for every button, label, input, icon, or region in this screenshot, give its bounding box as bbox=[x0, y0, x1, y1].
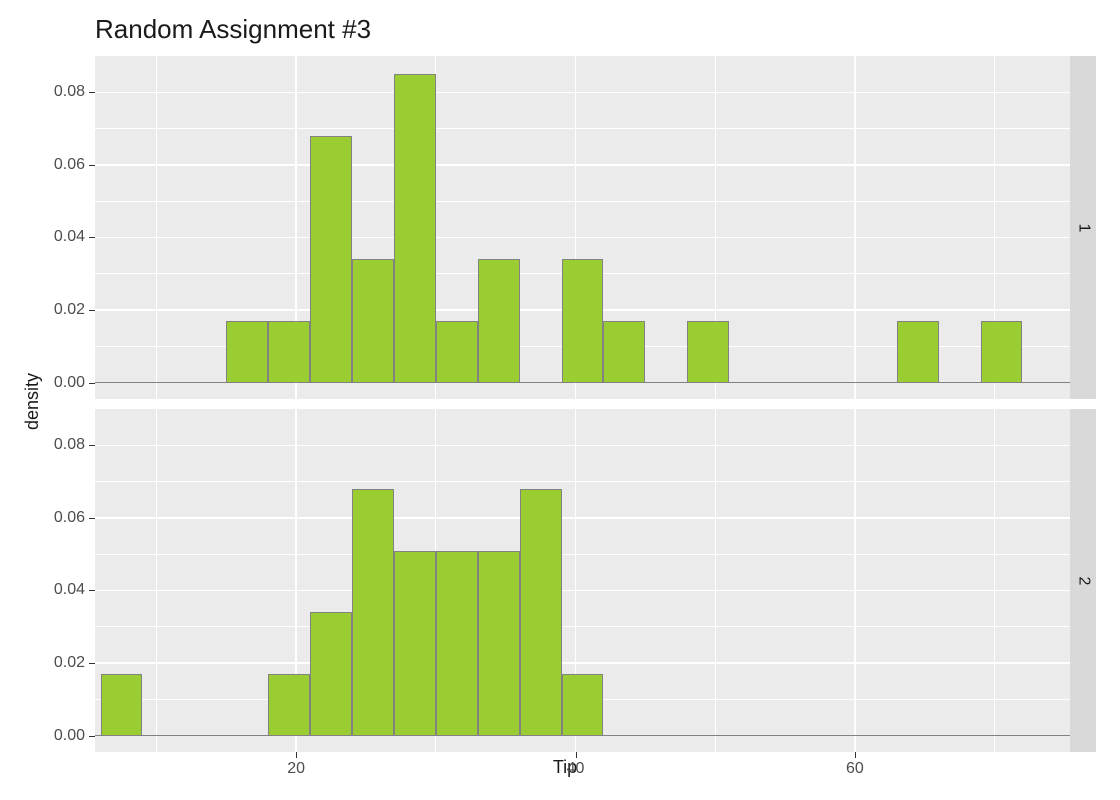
facet-strip-2: 2 bbox=[1070, 409, 1096, 752]
y-tick-label: 0.08 bbox=[54, 83, 85, 101]
histogram-bar bbox=[310, 612, 352, 735]
facet-panel-2: 0.000.020.040.060.08204060 bbox=[95, 409, 1070, 752]
histogram-bar bbox=[478, 259, 520, 382]
facet-panel-1: 0.000.020.040.060.08 bbox=[95, 56, 1070, 399]
y-tick-label: 0.06 bbox=[54, 156, 85, 174]
y-tick-label: 0.08 bbox=[54, 436, 85, 454]
facet-strip-1: 1 bbox=[1070, 56, 1096, 399]
histogram-bar bbox=[394, 74, 436, 383]
y-tick-label: 0.02 bbox=[54, 654, 85, 672]
histogram-bar bbox=[562, 674, 604, 736]
histogram-bar bbox=[101, 674, 143, 736]
y-tick-label: 0.00 bbox=[54, 374, 85, 392]
histogram-bar bbox=[310, 136, 352, 383]
y-tick-label: 0.04 bbox=[54, 581, 85, 599]
histogram-bar bbox=[394, 551, 436, 736]
x-tick-label: 40 bbox=[567, 760, 585, 778]
histogram-bar bbox=[478, 551, 520, 736]
histogram-bar bbox=[897, 321, 939, 383]
histogram-bar bbox=[603, 321, 645, 383]
x-tick-label: 60 bbox=[846, 760, 864, 778]
histogram-bar bbox=[562, 259, 604, 382]
facet-label: 1 bbox=[1074, 223, 1092, 232]
x-tick-label: 20 bbox=[287, 760, 305, 778]
y-tick-label: 0.06 bbox=[54, 509, 85, 527]
histogram-bar bbox=[352, 259, 394, 382]
y-tick-label: 0.04 bbox=[54, 228, 85, 246]
chart-title: Random Assignment #3 bbox=[95, 14, 371, 45]
histogram-bar bbox=[436, 321, 478, 383]
histogram-bar bbox=[352, 489, 394, 736]
y-axis-label: density bbox=[22, 373, 43, 430]
histogram-bar bbox=[268, 321, 310, 383]
histogram-bar bbox=[687, 321, 729, 383]
figure: Random Assignment #3 density Tip 0.000.0… bbox=[0, 0, 1120, 800]
histogram-bar bbox=[226, 321, 268, 383]
histogram-bar bbox=[981, 321, 1023, 383]
histogram-bar bbox=[520, 489, 562, 736]
histogram-bar bbox=[268, 674, 310, 736]
y-tick-label: 0.02 bbox=[54, 301, 85, 319]
y-tick-label: 0.00 bbox=[54, 727, 85, 745]
histogram-bar bbox=[436, 551, 478, 736]
facet-label: 2 bbox=[1074, 576, 1092, 585]
